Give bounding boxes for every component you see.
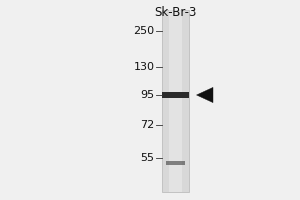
Polygon shape [196,87,213,103]
Text: 130: 130 [134,62,154,72]
Text: Sk-Br-3: Sk-Br-3 [154,6,197,19]
Bar [166,161,185,165]
Bar [162,92,189,98]
Bar [162,10,189,192]
Bar [169,10,181,192]
Text: 250: 250 [134,26,154,36]
Text: 95: 95 [140,90,154,100]
Text: 55: 55 [140,153,154,163]
Text: 72: 72 [140,120,154,130]
